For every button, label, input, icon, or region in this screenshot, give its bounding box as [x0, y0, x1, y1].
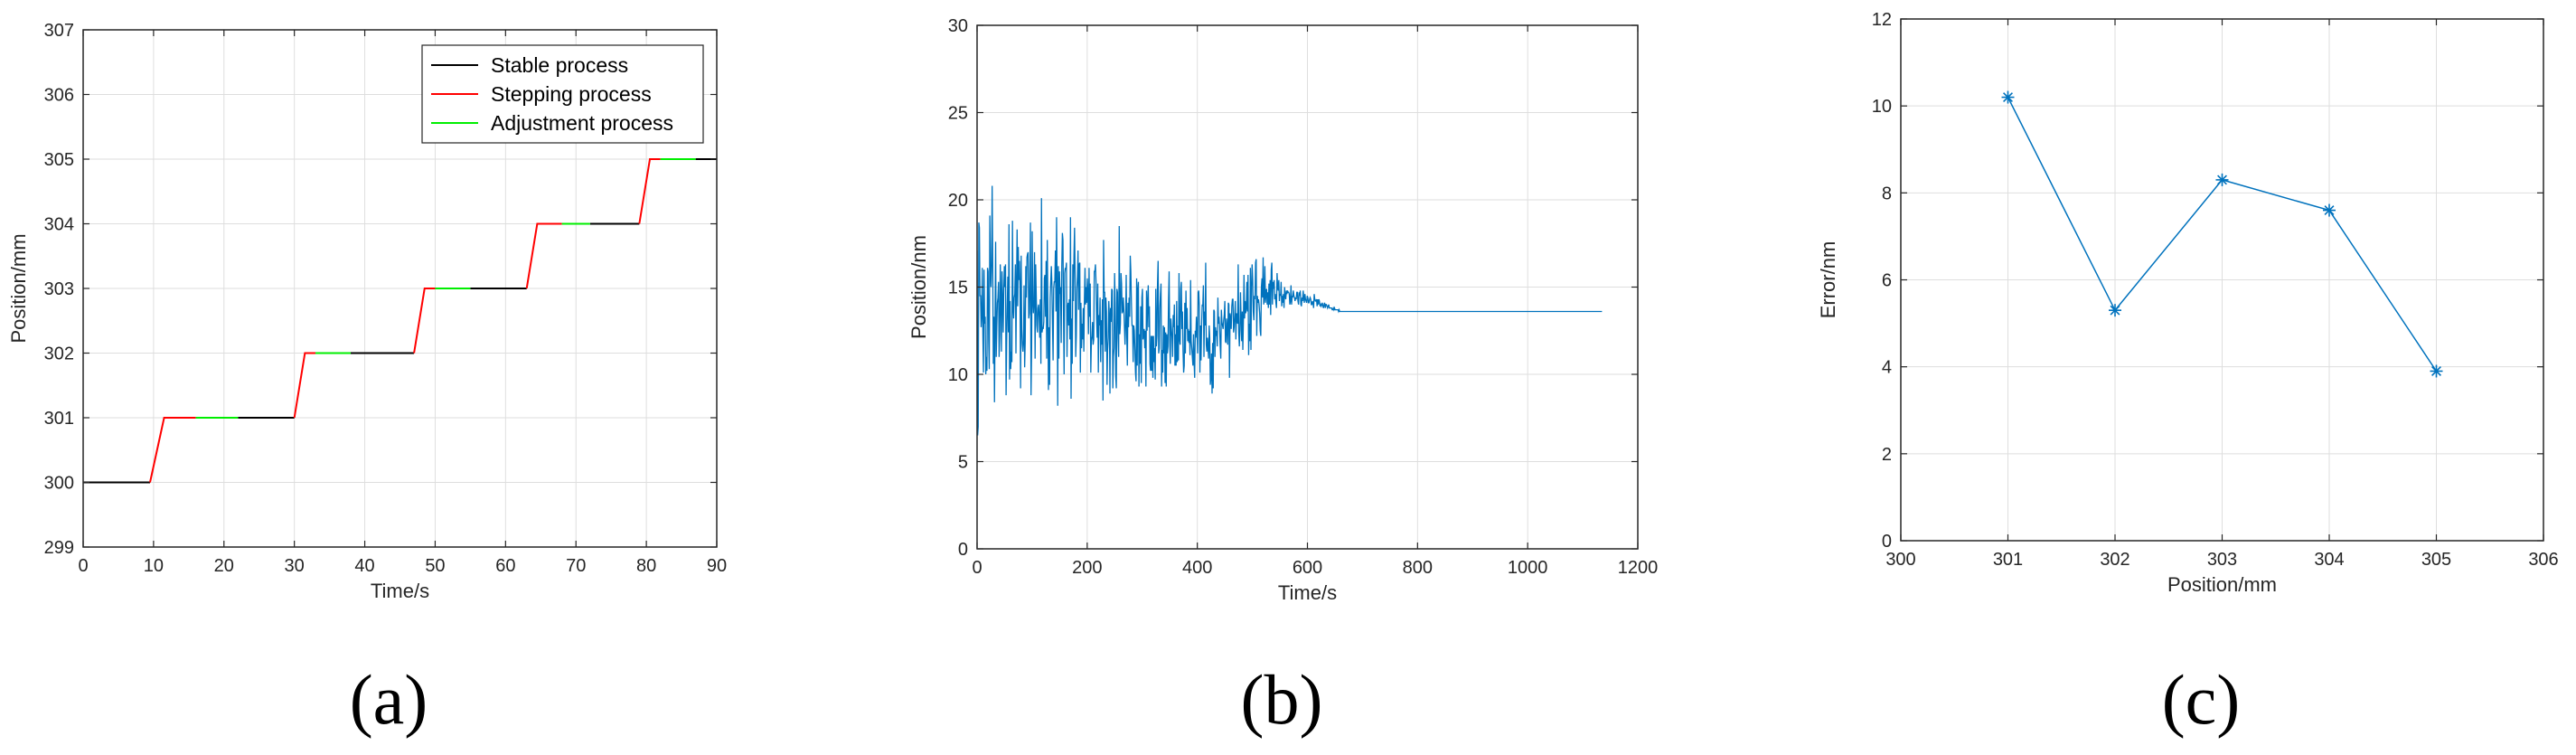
legend-label-2: Stepping process [491, 82, 652, 106]
panel-label-a: (a) [350, 660, 428, 739]
x-tick-label: 1200 [1618, 558, 1659, 578]
data-point [2323, 203, 2336, 217]
series-2-segment [149, 417, 196, 483]
y-tick-label: 15 [948, 278, 968, 298]
x-tick-label: 20 [214, 556, 234, 576]
y-tick-label: 302 [44, 344, 74, 364]
y-tick-label: 0 [1882, 532, 1892, 552]
x-axis-label: Position/mm [2167, 573, 2277, 596]
noise-series-line [977, 185, 1603, 436]
y-tick-label: 5 [958, 453, 968, 473]
x-tick-label: 306 [2528, 550, 2558, 570]
x-tick-label: 400 [1182, 558, 1212, 578]
y-tick-label: 301 [44, 409, 74, 429]
y-tick-label: 10 [1872, 97, 1892, 117]
y-tick-label: 306 [44, 86, 74, 106]
y-axis-label: Error/nm [1817, 241, 1839, 319]
y-tick-label: 299 [44, 538, 74, 558]
series-2-segment [525, 222, 562, 289]
x-tick-label: 300 [1885, 550, 1915, 570]
x-tick-label: 70 [566, 556, 586, 576]
x-tick-label: 10 [144, 556, 164, 576]
x-tick-label: 1000 [1508, 558, 1548, 578]
y-tick-label: 12 [1872, 10, 1892, 30]
x-tick-label: 304 [2314, 550, 2344, 570]
y-tick-label: 2 [1882, 445, 1892, 465]
data-point [2001, 90, 2015, 104]
y-tick-label: 305 [44, 150, 74, 170]
legend-label-3: Adjustment process [491, 111, 673, 135]
chart-c: (c) 300 301 302 303 304 305 306 0 2 4 6 8 10 12 Positi… [1817, 10, 2559, 739]
y-tick-label: 25 [948, 104, 968, 124]
x-tick-label: 0 [972, 558, 982, 578]
y-axis-label: Position/nm [907, 235, 930, 339]
legend-label-1: Stable process [491, 53, 628, 77]
x-tick-label: 302 [2100, 550, 2129, 570]
x-axis-label: Time/s [1278, 581, 1337, 604]
y-tick-label: 6 [1882, 271, 1892, 291]
x-tick-label: 305 [2421, 550, 2451, 570]
x-tick-label: 0 [78, 556, 88, 576]
x-axis-label: Time/s [371, 580, 429, 602]
x-tick-label: 30 [285, 556, 305, 576]
y-tick-label: 303 [44, 279, 74, 299]
series-2-segment [638, 158, 661, 224]
series-2-segment [413, 288, 436, 354]
x-tick-label: 90 [707, 556, 727, 576]
data-point [2109, 304, 2121, 317]
x-tick-label: 80 [636, 556, 656, 576]
panel-label-b: (b) [1241, 660, 1323, 739]
x-tick-label: 303 [2207, 550, 2237, 570]
y-tick-label: 304 [44, 215, 74, 235]
x-tick-label: 60 [495, 556, 515, 576]
y-tick-label: 30 [948, 16, 968, 36]
y-tick-label: 300 [44, 474, 74, 494]
y-tick-label: 20 [948, 191, 968, 211]
x-tick-label: 800 [1403, 558, 1433, 578]
panel-label-c: (c) [2162, 660, 2241, 739]
series-2-segment [293, 352, 316, 419]
y-tick-label: 8 [1882, 184, 1892, 203]
y-tick-label: 10 [948, 365, 968, 385]
data-point [2430, 364, 2443, 378]
x-tick-label: 40 [354, 556, 374, 576]
x-tick-label: 50 [425, 556, 445, 576]
chart-a: (a) 0 10 20 30 40 50 60 70 80 90 299 300 301 302 303 30… [7, 21, 727, 739]
x-tick-label: 200 [1072, 558, 1102, 578]
y-tick-label: 0 [958, 540, 968, 560]
y-tick-label: 4 [1882, 358, 1892, 378]
x-tick-label: 301 [1993, 550, 2023, 570]
legend: Stable process Stepping process Adjustment… [421, 44, 704, 144]
y-tick-label: 307 [44, 21, 74, 41]
x-tick-label: 600 [1293, 558, 1322, 578]
data-point [2215, 173, 2229, 186]
y-axis-label: Position/mm [7, 233, 30, 343]
chart-b: (b) 0 200 400 600 800 1000 1200 0 5 10 15 20 25 30 Tim… [907, 16, 1658, 739]
